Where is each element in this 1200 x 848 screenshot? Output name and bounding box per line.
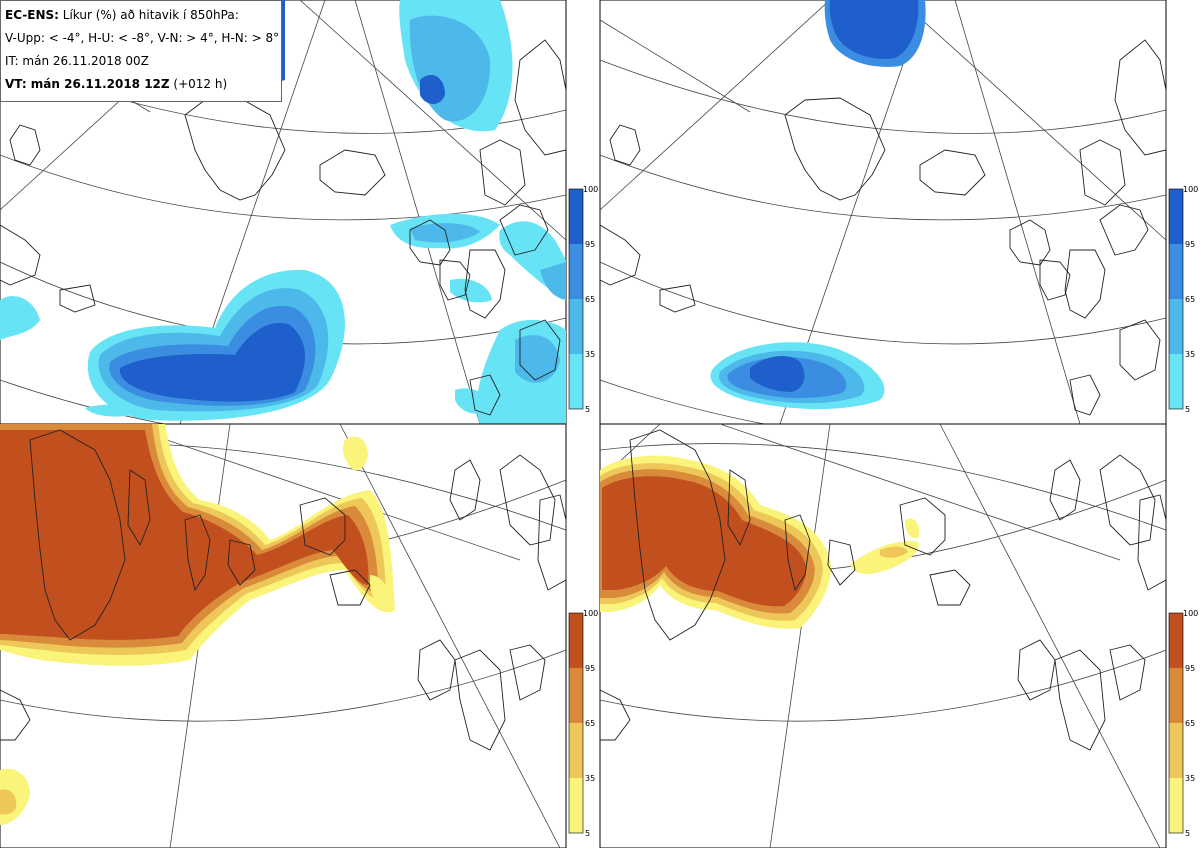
header-init-time: IT: mán 26.11.2018 00Z (5, 54, 149, 68)
panel-bottom-left (0, 423, 567, 848)
colorbar-tick: 95 (1185, 240, 1195, 249)
header-thresholds: V-Upp: < -4°, H-U: < -8°, V-N: > 4°, H-N… (5, 31, 280, 45)
colorbar-tick: 5 (1185, 829, 1190, 838)
colorbar-tick: 65 (1185, 295, 1195, 304)
colorbar-tick: 100 (1183, 185, 1198, 194)
colorbar-warm-right: 100 95 65 35 5 (1168, 609, 1198, 838)
cold-blobs (710, 0, 926, 409)
colorbar-tick: 65 (1185, 719, 1195, 728)
colorbar-tick: 95 (585, 664, 595, 673)
colorbar-tick: 95 (1185, 664, 1195, 673)
coastlines (599, 39, 1167, 416)
header-title-bold: EC-ENS: (5, 8, 59, 22)
header-valid-rest: (+012 h) (169, 77, 228, 91)
colorbar-cold-left: 100 95 65 35 5 (568, 185, 598, 414)
colorbar-tick: 100 (583, 185, 598, 194)
colorbar-cold-right: 100 95 65 35 5 (1168, 185, 1198, 414)
header-title-rest: Líkur (%) að hitavik í 850hPa: (58, 8, 239, 22)
coastlines (599, 429, 1167, 751)
coastlines (0, 429, 567, 751)
map-header: EC-ENS: Líkur (%) að hitavik í 850hPa: V… (0, 0, 282, 102)
header-valid-time: VT: mán 26.11.2018 12Z (+012 h) (5, 73, 277, 96)
colorbar-tick: 95 (585, 240, 595, 249)
warm-blobs (0, 424, 395, 825)
colorbar-tick: 35 (1185, 774, 1195, 783)
header-title: EC-ENS: Líkur (%) að hitavik í 850hPa: (5, 4, 277, 27)
colorbar-tick: 35 (585, 350, 595, 359)
colorbar-warm-left: 100 95 65 35 5 (568, 609, 598, 838)
colorbar-tick: 35 (585, 774, 595, 783)
colorbar-tick: 35 (1185, 350, 1195, 359)
panel-top-left (0, 0, 567, 448)
colorbar-tick: 65 (585, 719, 595, 728)
panel-top-right (599, 0, 1167, 448)
colorbar-tick: 5 (1185, 405, 1190, 414)
colorbar-tick: 65 (585, 295, 595, 304)
panel-bottom-right (599, 423, 1167, 848)
coastlines (0, 39, 567, 416)
colorbar-tick: 100 (583, 609, 598, 618)
warm-blobs (600, 455, 920, 629)
colorbar-tick: 5 (585, 829, 590, 838)
colorbar-tick: 100 (1183, 609, 1198, 618)
colorbar-tick: 5 (585, 405, 590, 414)
header-valid-bold: VT: mán 26.11.2018 12Z (5, 77, 170, 91)
